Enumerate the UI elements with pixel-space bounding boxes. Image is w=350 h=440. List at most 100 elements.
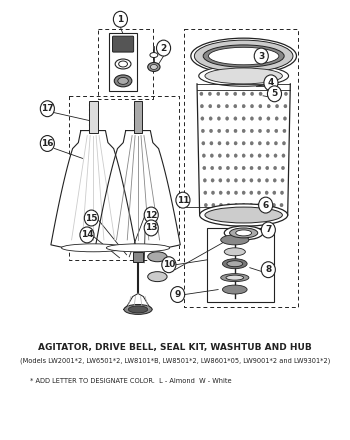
Circle shape	[265, 203, 268, 207]
Circle shape	[274, 154, 277, 158]
Circle shape	[204, 203, 208, 207]
Circle shape	[234, 104, 237, 108]
Ellipse shape	[224, 248, 245, 256]
Ellipse shape	[106, 244, 170, 252]
Text: 12: 12	[145, 210, 158, 220]
Ellipse shape	[118, 77, 128, 84]
Circle shape	[267, 86, 281, 102]
Ellipse shape	[224, 226, 263, 240]
Ellipse shape	[199, 66, 288, 86]
Circle shape	[209, 104, 212, 108]
Circle shape	[218, 142, 221, 145]
Text: 2: 2	[160, 44, 167, 53]
Circle shape	[275, 129, 278, 133]
Circle shape	[211, 191, 215, 194]
Circle shape	[211, 166, 214, 170]
Ellipse shape	[205, 68, 282, 84]
FancyBboxPatch shape	[109, 33, 137, 91]
Circle shape	[242, 117, 245, 120]
Circle shape	[226, 179, 230, 182]
Ellipse shape	[227, 261, 243, 267]
Circle shape	[284, 117, 287, 120]
Circle shape	[258, 179, 261, 182]
Circle shape	[234, 203, 238, 207]
Circle shape	[267, 117, 270, 120]
Circle shape	[250, 117, 253, 120]
Circle shape	[259, 104, 262, 108]
Circle shape	[259, 117, 262, 120]
Text: 17: 17	[41, 104, 54, 113]
Circle shape	[250, 191, 253, 194]
Circle shape	[40, 101, 54, 117]
Circle shape	[226, 166, 230, 170]
Circle shape	[144, 220, 158, 236]
Text: * ADD LETTER TO DESIGNATE COLOR.  L - Almond  W - White: * ADD LETTER TO DESIGNATE COLOR. L - Alm…	[30, 378, 231, 384]
Circle shape	[202, 142, 205, 145]
Ellipse shape	[114, 75, 132, 87]
Circle shape	[225, 92, 228, 95]
Circle shape	[250, 154, 253, 158]
Circle shape	[250, 129, 253, 133]
Circle shape	[258, 154, 261, 158]
Circle shape	[275, 104, 279, 108]
Ellipse shape	[221, 235, 249, 245]
Circle shape	[242, 154, 245, 158]
Ellipse shape	[199, 204, 288, 226]
Circle shape	[217, 104, 220, 108]
Circle shape	[217, 117, 220, 120]
Polygon shape	[96, 131, 180, 251]
Circle shape	[283, 129, 286, 133]
Circle shape	[251, 104, 254, 108]
Ellipse shape	[236, 230, 252, 236]
Circle shape	[259, 197, 273, 213]
Text: 15: 15	[85, 213, 98, 223]
Circle shape	[284, 92, 287, 95]
Circle shape	[80, 227, 94, 243]
Polygon shape	[124, 293, 152, 309]
Circle shape	[250, 166, 253, 170]
Circle shape	[242, 179, 245, 182]
Circle shape	[225, 104, 229, 108]
Text: AGITATOR, DRIVE BELL, SEAL KIT, WASHTUB AND HUB: AGITATOR, DRIVE BELL, SEAL KIT, WASHTUB …	[38, 343, 312, 352]
Circle shape	[265, 179, 268, 182]
Text: 1: 1	[117, 15, 124, 24]
Polygon shape	[51, 131, 135, 251]
Circle shape	[209, 117, 212, 120]
Circle shape	[234, 92, 237, 95]
Ellipse shape	[148, 62, 160, 71]
Circle shape	[266, 166, 269, 170]
Ellipse shape	[223, 259, 247, 269]
Circle shape	[254, 48, 268, 64]
Text: 4: 4	[268, 78, 274, 88]
Circle shape	[257, 203, 260, 207]
Circle shape	[267, 129, 270, 133]
Circle shape	[202, 154, 205, 158]
Circle shape	[265, 191, 268, 194]
Circle shape	[234, 166, 237, 170]
Circle shape	[210, 154, 214, 158]
Circle shape	[210, 142, 213, 145]
FancyBboxPatch shape	[89, 101, 98, 132]
Circle shape	[267, 92, 271, 95]
Circle shape	[250, 203, 253, 207]
Circle shape	[208, 92, 211, 95]
Circle shape	[176, 192, 190, 208]
Ellipse shape	[62, 244, 125, 252]
Ellipse shape	[191, 38, 296, 74]
Circle shape	[226, 129, 229, 133]
Ellipse shape	[194, 40, 293, 72]
Circle shape	[209, 129, 212, 133]
Ellipse shape	[223, 285, 247, 294]
Circle shape	[274, 142, 278, 145]
Circle shape	[201, 129, 204, 133]
Circle shape	[219, 191, 222, 194]
Text: 14: 14	[80, 231, 93, 239]
Circle shape	[251, 92, 254, 95]
Circle shape	[156, 40, 170, 56]
Text: 3: 3	[258, 51, 264, 61]
Circle shape	[225, 117, 229, 120]
Circle shape	[211, 179, 214, 182]
Circle shape	[273, 179, 276, 182]
Circle shape	[204, 191, 207, 194]
Circle shape	[201, 117, 204, 120]
